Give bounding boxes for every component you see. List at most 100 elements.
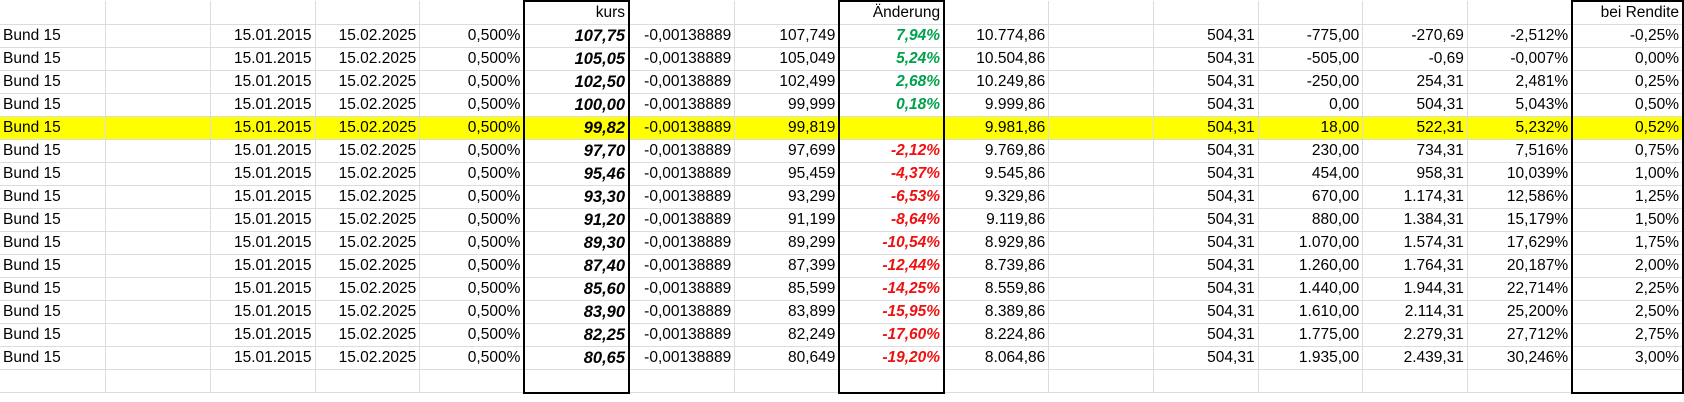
difference-cell[interactable]: 1.935,00 <box>1258 346 1364 370</box>
rendite-cell[interactable]: 2,50% <box>1571 300 1684 324</box>
empty-cell[interactable] <box>105 277 211 301</box>
aenderung-cell[interactable]: 0,18% <box>838 93 946 117</box>
value-cell[interactable]: 8.739,86 <box>944 254 1050 278</box>
value-cell[interactable]: 9.999,86 <box>944 93 1050 117</box>
kurs-cell[interactable]: 95,46 <box>523 162 631 186</box>
empty-cell[interactable] <box>105 93 211 117</box>
gain-cell[interactable]: 2.279,31 <box>1362 323 1468 347</box>
maturity-date-cell[interactable]: 15.02.2025 <box>315 116 421 140</box>
value-cell[interactable]: 10.504,86 <box>944 47 1050 71</box>
factor-cell[interactable]: -0,00138889 <box>629 93 736 117</box>
empty-cell[interactable] <box>1048 93 1154 117</box>
empty-cell[interactable] <box>1048 346 1154 370</box>
clean-price-cell[interactable]: 99,819 <box>734 116 840 140</box>
empty-cell[interactable] <box>1467 369 1573 393</box>
gain-cell[interactable]: -270,69 <box>1362 24 1468 48</box>
difference-cell[interactable]: 670,00 <box>1258 185 1364 209</box>
coupon-cell[interactable]: 0,500% <box>419 231 525 255</box>
rendite-cell[interactable]: 0,50% <box>1571 93 1684 117</box>
value-cell[interactable]: 8.559,86 <box>944 277 1050 301</box>
factor-cell[interactable]: -0,00138889 <box>629 116 736 140</box>
issue-date-cell[interactable]: 15.01.2015 <box>210 185 316 209</box>
gain-cell[interactable]: 504,31 <box>1362 93 1468 117</box>
aenderung-cell[interactable]: 5,24% <box>838 47 946 71</box>
empty-cell[interactable] <box>105 346 211 370</box>
base-cell[interactable]: 504,31 <box>1153 116 1259 140</box>
empty-cell[interactable] <box>1048 116 1154 140</box>
clean-price-cell[interactable]: 97,699 <box>734 139 840 163</box>
cell[interactable] <box>1258 1 1364 25</box>
empty-cell[interactable] <box>1048 24 1154 48</box>
coupon-cell[interactable]: 0,500% <box>419 346 525 370</box>
factor-cell[interactable]: -0,00138889 <box>629 162 736 186</box>
kurs-cell[interactable]: 97,70 <box>523 139 631 163</box>
maturity-date-cell[interactable]: 15.02.2025 <box>315 47 421 71</box>
maturity-date-cell[interactable]: 15.02.2025 <box>315 162 421 186</box>
factor-cell[interactable]: -0,00138889 <box>629 47 736 71</box>
kurs-cell[interactable]: 87,40 <box>523 254 631 278</box>
empty-cell[interactable] <box>315 369 421 393</box>
factor-cell[interactable]: -0,00138889 <box>629 231 736 255</box>
difference-cell[interactable]: -775,00 <box>1258 24 1364 48</box>
maturity-date-cell[interactable]: 15.02.2025 <box>315 300 421 324</box>
empty-cell[interactable] <box>105 254 211 278</box>
percent-cell[interactable]: 30,246% <box>1467 346 1573 370</box>
aenderung-cell[interactable]: -6,53% <box>838 185 946 209</box>
empty-cell[interactable] <box>210 369 316 393</box>
rendite-cell[interactable]: 2,25% <box>1571 277 1684 301</box>
factor-cell[interactable]: -0,00138889 <box>629 24 736 48</box>
kurs-cell[interactable]: 83,90 <box>523 300 631 324</box>
maturity-date-cell[interactable]: 15.02.2025 <box>315 139 421 163</box>
clean-price-cell[interactable]: 89,299 <box>734 231 840 255</box>
base-cell[interactable]: 504,31 <box>1153 254 1259 278</box>
gain-cell[interactable]: 2.439,31 <box>1362 346 1468 370</box>
rendite-cell[interactable]: 1,25% <box>1571 185 1684 209</box>
issue-date-cell[interactable]: 15.01.2015 <box>210 346 316 370</box>
empty-cell[interactable] <box>105 47 211 71</box>
coupon-cell[interactable]: 0,500% <box>419 323 525 347</box>
empty-cell[interactable] <box>105 323 211 347</box>
kurs-cell[interactable]: 107,75 <box>523 24 631 48</box>
issue-date-cell[interactable]: 15.01.2015 <box>210 24 316 48</box>
value-cell[interactable]: 9.545,86 <box>944 162 1050 186</box>
maturity-date-cell[interactable]: 15.02.2025 <box>315 323 421 347</box>
bond-name-cell[interactable]: Bund 15 <box>0 323 107 347</box>
aenderung-cell[interactable]: -15,95% <box>838 300 946 324</box>
clean-price-cell[interactable]: 93,299 <box>734 185 840 209</box>
coupon-cell[interactable]: 0,500% <box>419 139 525 163</box>
cell[interactable] <box>1153 1 1259 25</box>
empty-cell[interactable] <box>1048 254 1154 278</box>
issue-date-cell[interactable]: 15.01.2015 <box>210 323 316 347</box>
coupon-cell[interactable]: 0,500% <box>419 277 525 301</box>
empty-cell[interactable] <box>523 369 631 394</box>
empty-cell[interactable] <box>1048 162 1154 186</box>
factor-cell[interactable]: -0,00138889 <box>629 208 736 232</box>
bond-name-cell[interactable]: Bund 15 <box>0 24 107 48</box>
empty-cell[interactable] <box>838 369 946 394</box>
maturity-date-cell[interactable]: 15.02.2025 <box>315 231 421 255</box>
empty-cell[interactable] <box>105 369 211 393</box>
issue-date-cell[interactable]: 15.01.2015 <box>210 231 316 255</box>
empty-cell[interactable] <box>1048 277 1154 301</box>
bond-name-cell[interactable]: Bund 15 <box>0 139 107 163</box>
bond-name-cell[interactable]: Bund 15 <box>0 254 107 278</box>
clean-price-cell[interactable]: 102,499 <box>734 70 840 94</box>
cell[interactable] <box>734 1 840 25</box>
percent-cell[interactable]: 17,629% <box>1467 231 1573 255</box>
empty-cell[interactable] <box>629 369 736 393</box>
bond-name-cell[interactable]: Bund 15 <box>0 93 107 117</box>
difference-cell[interactable]: 1.260,00 <box>1258 254 1364 278</box>
factor-cell[interactable]: -0,00138889 <box>629 185 736 209</box>
value-cell[interactable]: 8.929,86 <box>944 231 1050 255</box>
clean-price-cell[interactable]: 87,399 <box>734 254 840 278</box>
kurs-cell[interactable]: 82,25 <box>523 323 631 347</box>
factor-cell[interactable]: -0,00138889 <box>629 346 736 370</box>
empty-cell[interactable] <box>105 24 211 48</box>
kurs-header[interactable]: kurs <box>523 0 631 25</box>
issue-date-cell[interactable]: 15.01.2015 <box>210 70 316 94</box>
coupon-cell[interactable]: 0,500% <box>419 185 525 209</box>
bond-name-cell[interactable]: Bund 15 <box>0 208 107 232</box>
empty-cell[interactable] <box>1048 47 1154 71</box>
kurs-cell[interactable]: 80,65 <box>523 346 631 370</box>
percent-cell[interactable]: 20,187% <box>1467 254 1573 278</box>
